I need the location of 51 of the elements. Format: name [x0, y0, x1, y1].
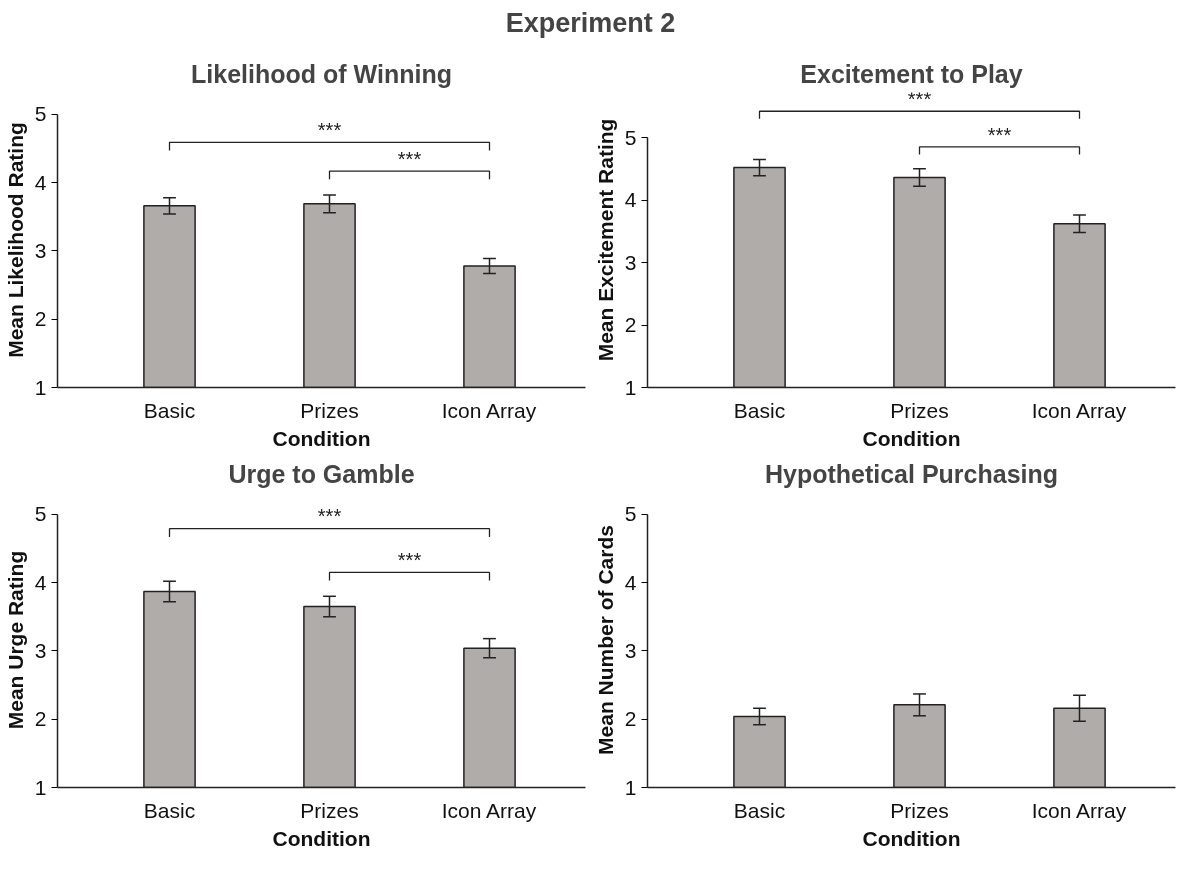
- y-tick-label: 2: [34, 707, 47, 731]
- x-axis-title: Condition: [862, 826, 961, 850]
- y-tick-label: 1: [624, 775, 637, 799]
- x-axis-title: Condition: [272, 826, 371, 850]
- chart-title: Excitement to Play: [800, 59, 1023, 88]
- chart-title: Hypothetical Purchasing: [764, 459, 1059, 488]
- x-axis-title: Condition: [862, 426, 961, 450]
- annotation: ***: [317, 505, 342, 528]
- y-axis-title: Mean Urge Rating: [3, 550, 27, 730]
- x-tick-label: Icon Array: [1031, 798, 1127, 822]
- x-tick-label: Prizes: [890, 798, 949, 822]
- y-tick-label: 1: [34, 375, 47, 399]
- y-tick-label: 5: [34, 502, 47, 526]
- y-tick-label: 1: [624, 375, 637, 399]
- x-tick-label: Basic: [143, 798, 196, 822]
- x-tick-label: Prizes: [300, 398, 359, 422]
- x-axis-title: Condition: [272, 426, 371, 450]
- y-axis-title: Mean Likelihood Rating: [3, 122, 27, 358]
- annotation: ***: [397, 549, 422, 572]
- y-tick-label: 3: [34, 638, 47, 662]
- annotation: ***: [317, 118, 342, 141]
- text: Experiment 2: [505, 7, 676, 38]
- y-axis-title: Mean Excitement Rating: [593, 118, 617, 362]
- y-tick-label: 3: [34, 238, 47, 262]
- x-tick-label: Icon Array: [441, 398, 537, 422]
- x-tick-label: Basic: [733, 398, 786, 422]
- y-tick-label: 3: [624, 250, 637, 274]
- y-tick-label: 5: [624, 502, 637, 526]
- annotation: ***: [987, 123, 1012, 146]
- x-tick-label: Prizes: [300, 798, 359, 822]
- y-tick-label: 2: [34, 307, 47, 331]
- x-tick-label: Icon Array: [441, 798, 537, 822]
- x-tick-label: Icon Array: [1031, 398, 1127, 422]
- y-tick-label: 4: [624, 570, 637, 594]
- y-tick-label: 1: [34, 775, 47, 799]
- y-tick-label: 2: [624, 707, 637, 731]
- y-axis-title: Mean Number of Cards: [593, 525, 617, 755]
- y-tick-label: 4: [34, 170, 47, 194]
- text: ***: [907, 88, 932, 110]
- y-tick-label: 3: [624, 638, 637, 662]
- annotation: ***: [397, 147, 422, 170]
- y-tick-label: 5: [34, 102, 47, 126]
- y-tick-label: 5: [624, 125, 637, 149]
- chart-title: Likelihood of Winning: [191, 59, 452, 88]
- x-tick-label: Basic: [143, 398, 196, 422]
- y-tick-label: 2: [624, 313, 637, 336]
- x-tick-label: Basic: [733, 798, 786, 822]
- chart-title: Urge to Gamble: [228, 459, 415, 488]
- y-tick-label: 4: [34, 570, 47, 594]
- y-tick-label: 4: [624, 188, 637, 211]
- x-tick-label: Prizes: [890, 398, 949, 422]
